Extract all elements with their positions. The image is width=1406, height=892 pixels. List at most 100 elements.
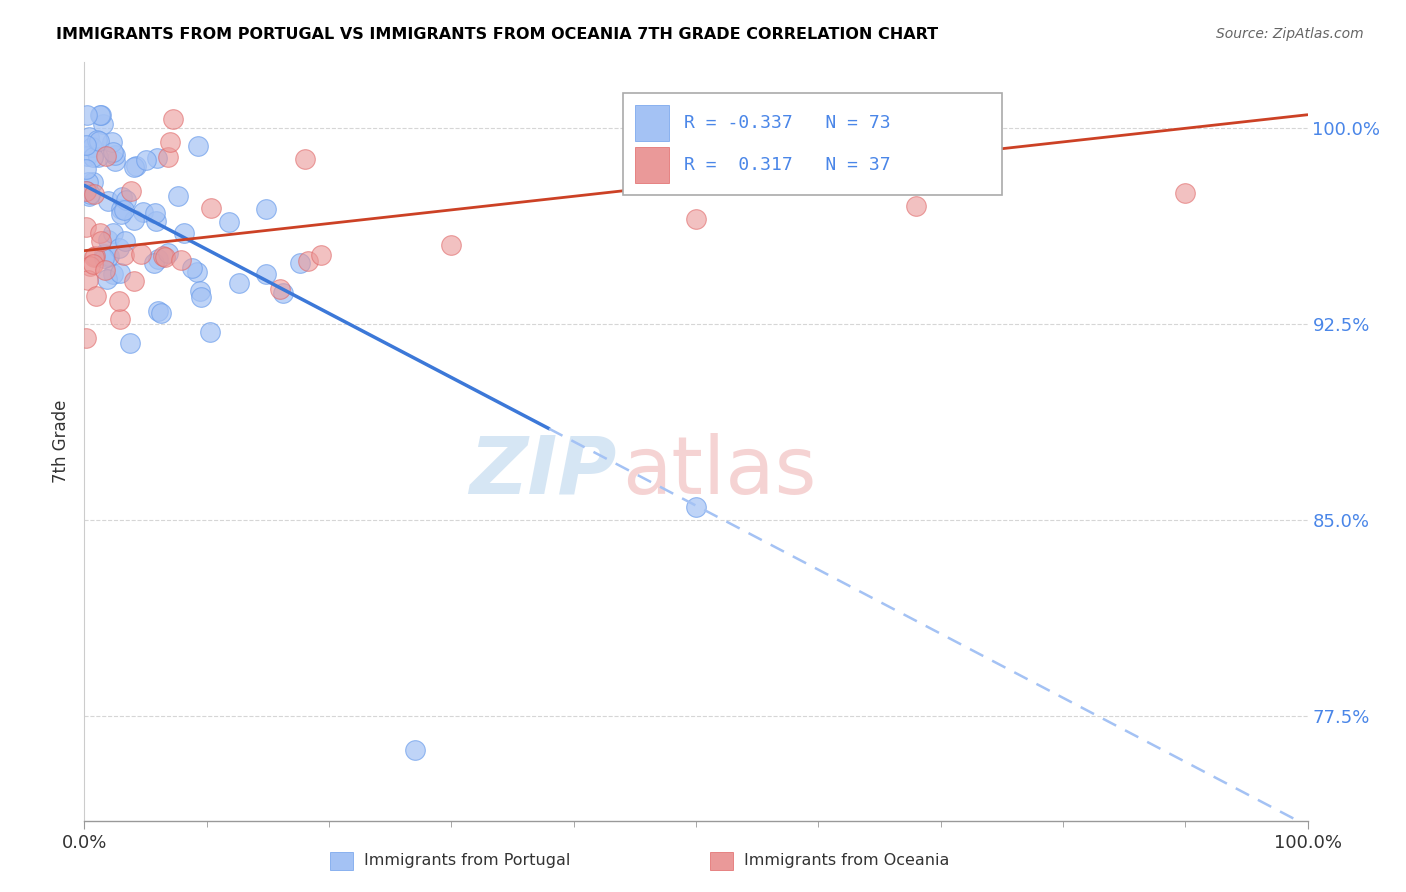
Point — [159, 135, 181, 149]
Point — [269, 282, 291, 296]
Point — [180, 261, 202, 276]
Point — [75, 184, 97, 198]
Point — [135, 153, 157, 168]
Text: Immigrants from Portugal: Immigrants from Portugal — [364, 854, 571, 868]
Point — [254, 202, 277, 217]
Point — [77, 175, 100, 189]
Point — [228, 276, 250, 290]
Point — [101, 226, 124, 240]
Point — [86, 289, 108, 303]
Point — [190, 290, 212, 304]
Point — [271, 285, 294, 300]
FancyBboxPatch shape — [636, 146, 669, 183]
Point — [122, 160, 145, 174]
Point — [79, 130, 101, 145]
Point — [440, 238, 463, 252]
Text: R = -0.337   N = 73: R = -0.337 N = 73 — [683, 114, 890, 132]
Point — [94, 262, 117, 277]
Point — [94, 149, 117, 163]
Point — [157, 150, 180, 164]
Point — [76, 108, 98, 122]
Point — [404, 743, 426, 757]
Point — [101, 135, 124, 149]
Point — [75, 331, 97, 345]
Point — [112, 203, 135, 218]
Point — [157, 246, 180, 260]
Point — [104, 148, 127, 162]
Point — [79, 260, 101, 274]
Point — [149, 305, 172, 319]
Point — [83, 186, 105, 201]
Text: Immigrants from Oceania: Immigrants from Oceania — [744, 854, 949, 868]
Point — [188, 284, 211, 298]
Text: IMMIGRANTS FROM PORTUGAL VS IMMIGRANTS FROM OCEANIA 7TH GRADE CORRELATION CHART: IMMIGRANTS FROM PORTUGAL VS IMMIGRANTS F… — [56, 27, 938, 42]
Point — [97, 233, 120, 247]
Point — [89, 134, 111, 148]
Point — [98, 249, 121, 263]
Point — [79, 186, 101, 201]
Point — [82, 258, 104, 272]
FancyBboxPatch shape — [636, 105, 669, 141]
Point — [89, 108, 111, 122]
Point — [118, 336, 141, 351]
Point — [93, 251, 115, 265]
Point — [87, 150, 110, 164]
Point — [75, 220, 97, 235]
Point — [162, 112, 184, 127]
Point — [685, 500, 707, 514]
Point — [76, 148, 98, 162]
Point — [84, 249, 107, 263]
Point — [89, 227, 111, 241]
Point — [101, 145, 124, 159]
Point — [905, 199, 928, 213]
Point — [97, 194, 120, 208]
Y-axis label: 7th Grade: 7th Grade — [52, 400, 70, 483]
Text: Source: ZipAtlas.com: Source: ZipAtlas.com — [1216, 27, 1364, 41]
Point — [108, 267, 131, 281]
Point — [145, 214, 167, 228]
Point — [145, 151, 167, 165]
Point — [122, 212, 145, 227]
Point — [83, 250, 105, 264]
Point — [309, 247, 332, 261]
Point — [108, 293, 131, 308]
Point — [146, 252, 169, 266]
Point — [96, 271, 118, 285]
Point — [110, 202, 132, 216]
Point — [186, 265, 208, 279]
Point — [108, 241, 131, 255]
Point — [122, 274, 145, 288]
Point — [297, 253, 319, 268]
Point — [86, 133, 108, 147]
Point — [101, 267, 124, 281]
Point — [1174, 186, 1197, 201]
Point — [198, 325, 221, 339]
Point — [82, 150, 104, 164]
Point — [142, 256, 165, 270]
Point — [82, 175, 104, 189]
Point — [111, 190, 134, 204]
Point — [685, 212, 707, 227]
Bar — [710, 852, 733, 870]
Point — [108, 311, 131, 326]
Point — [75, 184, 97, 198]
Point — [152, 249, 174, 263]
Point — [77, 188, 100, 202]
Point — [173, 227, 195, 241]
Point — [91, 117, 114, 131]
Point — [254, 268, 277, 282]
Point — [115, 194, 138, 208]
Point — [125, 159, 148, 173]
Point — [120, 184, 142, 198]
Point — [114, 234, 136, 248]
Point — [187, 139, 209, 153]
Point — [153, 250, 176, 264]
Point — [129, 246, 152, 260]
Point — [167, 188, 190, 202]
FancyBboxPatch shape — [623, 93, 1002, 195]
Point — [90, 108, 112, 122]
Point — [97, 250, 120, 264]
Point — [77, 272, 100, 286]
Point — [110, 207, 132, 221]
Point — [200, 201, 222, 215]
